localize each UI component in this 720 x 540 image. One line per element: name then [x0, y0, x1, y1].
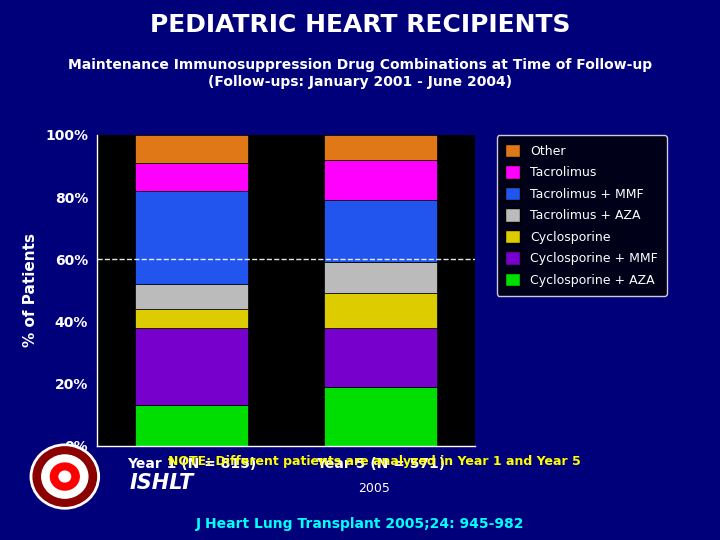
Bar	[324, 327, 438, 387]
Text: J Heart Lung Transplant 2005;24: 945-982: J Heart Lung Transplant 2005;24: 945-982	[196, 517, 524, 531]
Bar	[324, 387, 438, 446]
Bar	[135, 309, 248, 327]
Circle shape	[50, 463, 79, 490]
Text: ISHLT: ISHLT	[130, 473, 194, 494]
Bar	[135, 405, 248, 446]
Bar	[135, 327, 248, 405]
Bar	[324, 200, 438, 262]
Text: Maintenance Immunosuppression Drug Combinations at Time of Follow-up
(Follow-ups: Maintenance Immunosuppression Drug Combi…	[68, 58, 652, 89]
Text: NOTE: Different patients are analyzed in Year 1 and Year 5: NOTE: Different patients are analyzed in…	[168, 455, 581, 468]
Circle shape	[42, 455, 88, 498]
Bar	[324, 293, 438, 327]
Bar	[324, 160, 438, 200]
Bar	[135, 163, 248, 191]
Legend: Other, Tacrolimus, Tacrolimus + MMF, Tacrolimus + AZA, Cyclosporine, Cyclosporin: Other, Tacrolimus, Tacrolimus + MMF, Tac…	[497, 135, 667, 295]
Bar	[135, 135, 248, 163]
Bar	[324, 262, 438, 293]
Circle shape	[59, 471, 71, 482]
Y-axis label: % of Patients: % of Patients	[23, 233, 38, 347]
Bar	[135, 284, 248, 309]
Bar	[324, 135, 438, 160]
Text: 2005: 2005	[359, 482, 390, 495]
Circle shape	[30, 444, 99, 509]
Text: PEDIATRIC HEART RECIPIENTS: PEDIATRIC HEART RECIPIENTS	[150, 14, 570, 37]
Circle shape	[33, 447, 96, 507]
Bar	[135, 191, 248, 284]
